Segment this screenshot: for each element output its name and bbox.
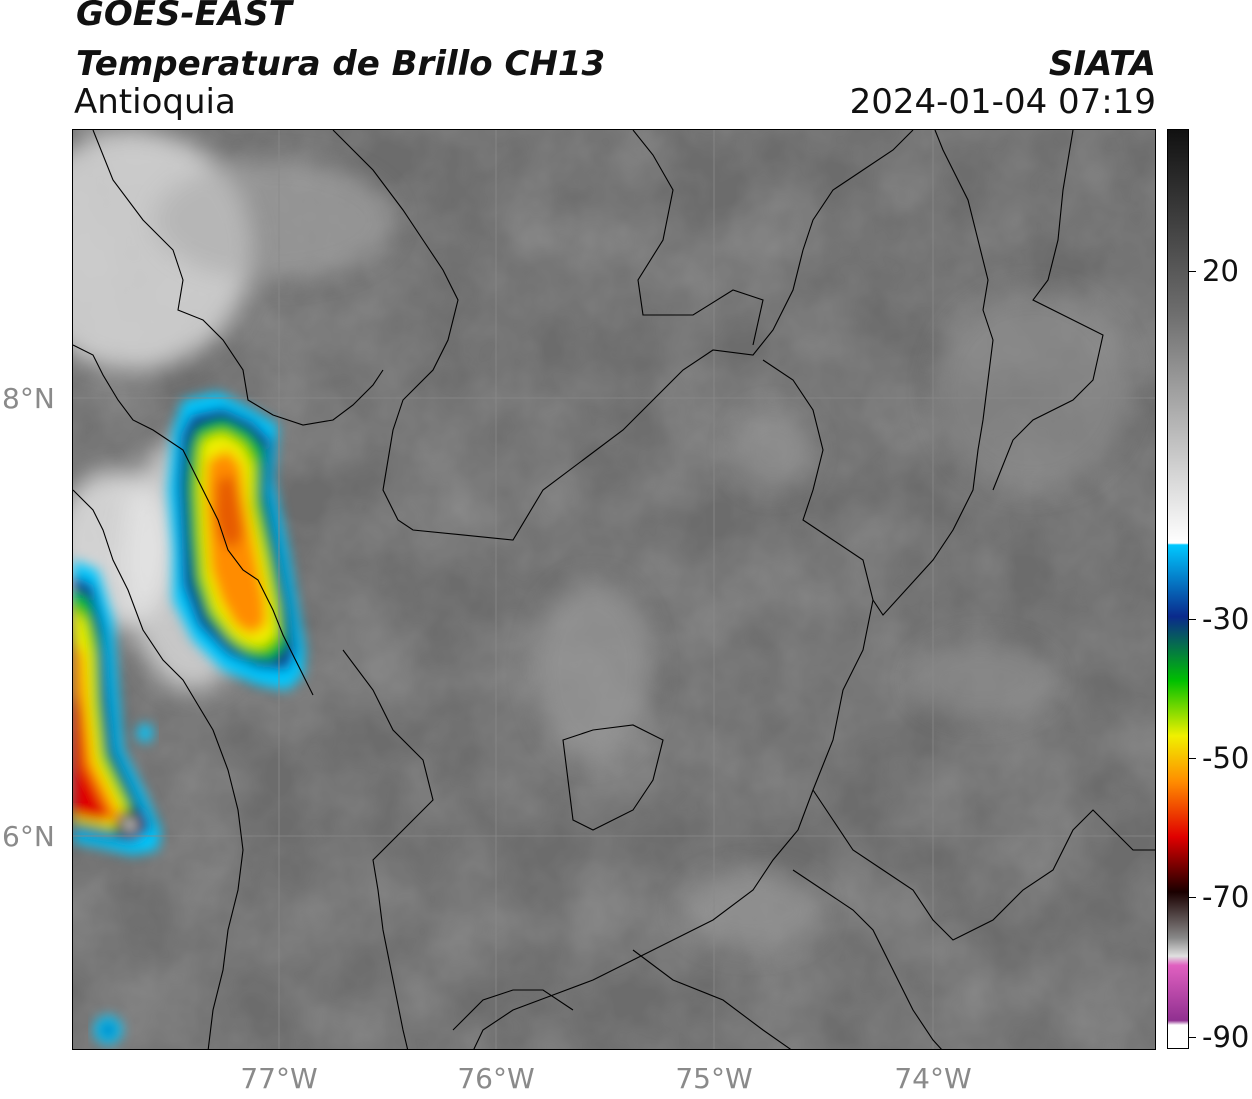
map-title: GOES-EAST (76, 0, 292, 34)
map-subtitle: Temperatura de Brillo CH13 (76, 44, 606, 84)
colorbar-tick (1188, 1037, 1196, 1038)
colorbar-label-20: 20 (1202, 254, 1239, 288)
colorbar-label-minus30: -30 (1202, 602, 1250, 636)
cold-cloud-top-south (73, 560, 161, 855)
colorbar (1167, 129, 1189, 1049)
borders (73, 130, 1155, 1049)
lat-label-8n: 8°N (2, 382, 55, 415)
colorbar-label-minus90: -90 (1202, 1020, 1250, 1054)
lon-label-74w: 74°W (894, 1062, 972, 1095)
satellite-map[interactable] (72, 129, 1156, 1050)
timestamp-label: 2024-01-04 07:19 (849, 82, 1156, 122)
lon-label-76w: 76°W (457, 1062, 535, 1095)
lon-label-75w: 75°W (675, 1062, 753, 1095)
colorbar-label-minus50: -50 (1202, 741, 1250, 775)
lat-label-6n: 6°N (2, 820, 55, 853)
map-canvas (73, 130, 1155, 1049)
colorbar-tick (1188, 619, 1196, 620)
organization-label: SIATA (1048, 44, 1156, 84)
graticule (73, 130, 1155, 1049)
colorbar-tick (1188, 758, 1196, 759)
region-label: Antioquia (74, 82, 236, 122)
small-cold-cells (94, 724, 153, 1044)
colorbar-tick (1188, 271, 1196, 272)
colorbar-tick (1188, 897, 1196, 898)
colorbar-label-minus70: -70 (1202, 880, 1250, 914)
lon-label-77w: 77°W (240, 1062, 318, 1095)
cold-cloud-top-north (168, 392, 305, 690)
